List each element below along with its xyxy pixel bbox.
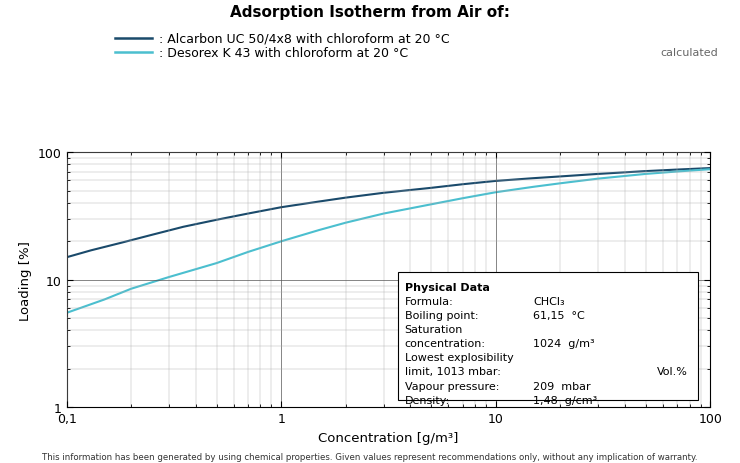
Text: Saturation: Saturation xyxy=(405,325,463,335)
Text: Density:: Density: xyxy=(405,394,450,405)
Text: Lowest explosibility: Lowest explosibility xyxy=(405,353,514,363)
Text: 209  mbar: 209 mbar xyxy=(534,381,591,391)
Text: This information has been generated by using chemical properties. Given values r: This information has been generated by u… xyxy=(42,452,698,461)
Text: CHCl₃: CHCl₃ xyxy=(534,297,565,307)
Text: concentration:: concentration: xyxy=(405,338,485,349)
Text: 61,15  °C: 61,15 °C xyxy=(534,311,585,321)
Text: calculated: calculated xyxy=(660,48,718,58)
X-axis label: Concentration [g/m³]: Concentration [g/m³] xyxy=(318,431,459,444)
FancyBboxPatch shape xyxy=(398,272,698,400)
Text: Adsorption Isotherm from Air of:: Adsorption Isotherm from Air of: xyxy=(230,5,510,19)
Text: 1,48  g/cm³: 1,48 g/cm³ xyxy=(534,394,598,405)
Text: : Alcarbon UC 50/4x8 with chloroform at 20 °C: : Alcarbon UC 50/4x8 with chloroform at … xyxy=(155,33,450,46)
Text: : Desorex K 43 with chloroform at 20 °C: : Desorex K 43 with chloroform at 20 °C xyxy=(155,47,408,60)
Text: Boiling point:: Boiling point: xyxy=(405,311,478,321)
Y-axis label: Loading [%]: Loading [%] xyxy=(19,240,33,320)
Text: Vapour pressure:: Vapour pressure: xyxy=(405,381,499,391)
Text: Physical Data: Physical Data xyxy=(405,282,489,293)
Text: 1024  g/m³: 1024 g/m³ xyxy=(534,338,595,349)
Text: Formula:: Formula: xyxy=(405,297,454,307)
Text: Vol.%: Vol.% xyxy=(657,367,688,377)
Text: limit, 1013 mbar:: limit, 1013 mbar: xyxy=(405,367,500,377)
